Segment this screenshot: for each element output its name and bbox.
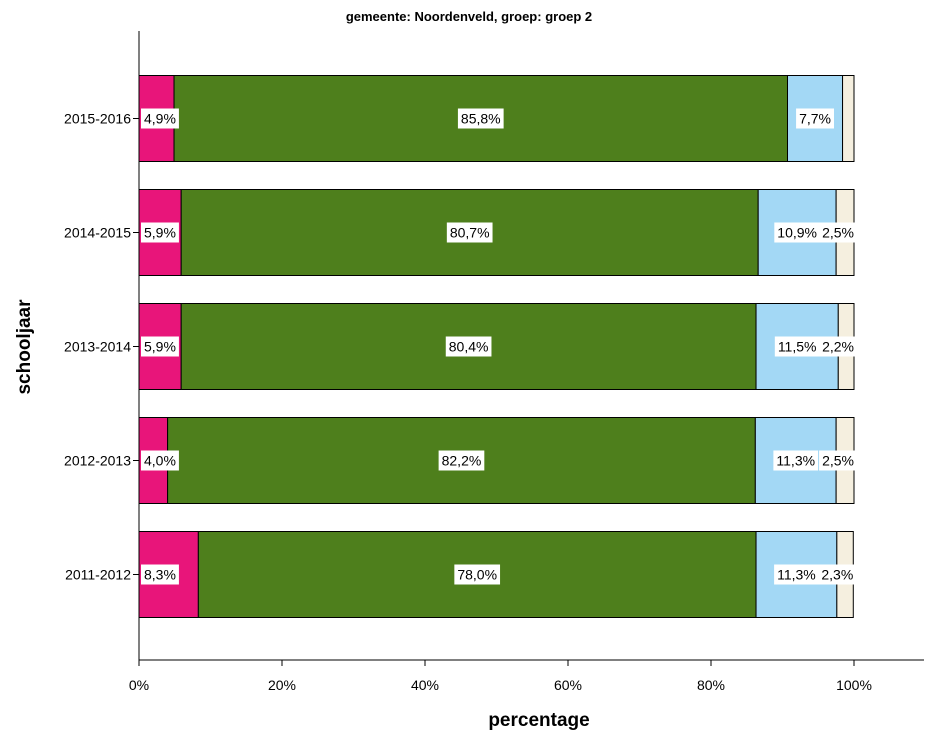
data-label: 2,3% xyxy=(818,564,857,585)
data-label: 80,4% xyxy=(445,336,492,357)
data-label-box xyxy=(819,336,857,357)
data-label-text: 11,3% xyxy=(777,567,816,583)
data-label-box xyxy=(796,108,834,129)
y-tick-label: 2013-2014 xyxy=(64,339,131,355)
data-label: 5,9% xyxy=(141,336,179,357)
x-tick-label: 40% xyxy=(411,677,439,693)
data-label-text: 78,0% xyxy=(457,567,497,583)
data-label-box xyxy=(819,222,857,243)
data-label: 2,5% xyxy=(819,222,857,243)
data-label-text: 2,5% xyxy=(822,453,854,469)
data-label-box xyxy=(818,564,857,585)
data-label: 5,9% xyxy=(141,222,179,243)
x-tick-label: 100% xyxy=(836,677,872,693)
data-label: 11,3% xyxy=(773,450,819,471)
data-label-text: 4,9% xyxy=(144,111,176,127)
data-label: 11,5% xyxy=(774,336,820,357)
data-label-text: 2,5% xyxy=(822,225,854,241)
data-label-box xyxy=(141,450,179,471)
x-tick-label: 20% xyxy=(268,677,296,693)
data-label-box xyxy=(141,108,179,129)
data-label-box xyxy=(141,222,179,243)
data-label: 4,0% xyxy=(141,450,179,471)
data-label: 10,9% xyxy=(774,222,821,243)
axes-layer: 0% 20% 40% 60% 80% 100% 2015-2016 2014-2015 2013… xyxy=(64,31,924,693)
data-label: 80,7% xyxy=(446,222,493,243)
data-label-text: 8,3% xyxy=(144,567,176,583)
data-label-text: 5,9% xyxy=(144,339,176,355)
data-label-box xyxy=(446,222,493,243)
data-label-box xyxy=(774,336,820,357)
data-label-text: 80,4% xyxy=(449,339,489,355)
data-label-text: 85,8% xyxy=(461,111,501,127)
data-label-box xyxy=(445,336,492,357)
data-label-box xyxy=(774,564,819,585)
data-labels-layer: 4,9% 85,8% 7,7% 5,9% 80,7% 10,9% 2,5% 5,9% 80,4%… xyxy=(141,108,857,585)
data-label-text: 82,2% xyxy=(442,453,482,469)
data-label-text: 80,7% xyxy=(450,225,490,241)
data-label-box xyxy=(773,450,819,471)
y-tick-label: 2011-2012 xyxy=(65,567,131,583)
data-label-box xyxy=(454,564,501,585)
data-label: 2,2% xyxy=(819,336,857,357)
data-label: 82,2% xyxy=(438,450,485,471)
chart-title: gemeente: Noordenveld, groep: groep 2 xyxy=(346,9,592,24)
data-label-box xyxy=(774,222,821,243)
data-label-text: 11,5% xyxy=(778,339,817,355)
y-tick-label: 2014-2015 xyxy=(64,225,131,241)
data-label-box xyxy=(819,450,857,471)
x-tick-label: 0% xyxy=(129,677,149,693)
data-label: 8,3% xyxy=(141,564,179,585)
data-label-box xyxy=(438,450,485,471)
x-axis-title: percentage xyxy=(488,710,589,731)
data-label-text: 2,3% xyxy=(821,567,853,583)
data-label: 85,8% xyxy=(457,108,504,129)
data-label-text: 5,9% xyxy=(144,225,176,241)
x-tick-label: 80% xyxy=(697,677,725,693)
data-label-text: 7,7% xyxy=(799,111,831,127)
data-label-box xyxy=(457,108,504,129)
data-label: 4,9% xyxy=(141,108,179,129)
data-label-text: 4,0% xyxy=(144,453,176,469)
y-tick-label: 2012-2013 xyxy=(64,453,131,469)
data-label-text: 2,2% xyxy=(822,339,854,355)
data-label-box xyxy=(141,564,179,585)
data-label: 78,0% xyxy=(454,564,501,585)
data-label-text: 10,9% xyxy=(777,225,817,241)
x-tick-label: 60% xyxy=(554,677,582,693)
data-label: 7,7% xyxy=(796,108,834,129)
data-label-text: 11,3% xyxy=(776,453,815,469)
data-label: 11,3% xyxy=(774,564,819,585)
y-tick-label: 2015-2016 xyxy=(64,111,131,127)
data-label: 2,5% xyxy=(819,450,857,471)
bars-layer xyxy=(138,75,855,618)
y-axis-title: schooljaar xyxy=(14,299,35,395)
bar-segment xyxy=(842,75,855,162)
data-label-box xyxy=(141,336,179,357)
